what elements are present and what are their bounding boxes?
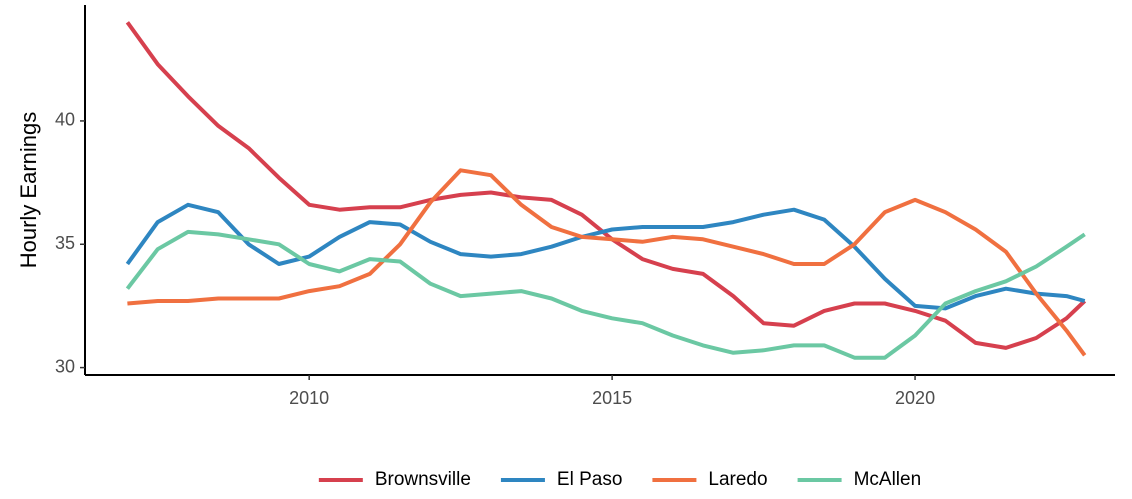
x-tick-label: 2015: [592, 388, 632, 408]
x-tick-label: 2020: [895, 388, 935, 408]
y-tick-label: 30: [55, 356, 75, 376]
legend-label: Laredo: [708, 469, 767, 490]
legend-label: Brownsville: [375, 469, 471, 490]
x-tick-label: 2010: [289, 388, 329, 408]
series-line: [125, 202, 1086, 311]
legend-label: El Paso: [557, 469, 622, 490]
y-tick-label: 40: [55, 110, 75, 130]
y-tick-label: 35: [55, 233, 75, 253]
series-line: [125, 229, 1086, 360]
series-line: [127, 168, 1087, 357]
y-axis-title: Hourly Earnings: [16, 112, 41, 269]
legend-label: McAllen: [854, 469, 922, 490]
